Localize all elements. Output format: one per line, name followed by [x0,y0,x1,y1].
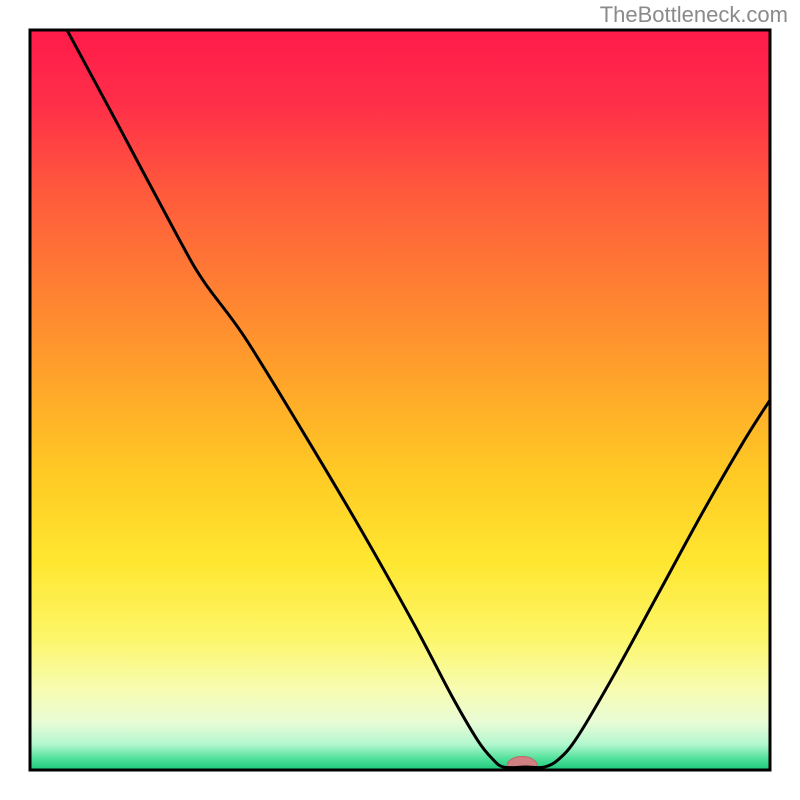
bottleneck-chart [0,0,800,800]
gradient-background [30,30,770,770]
chart-container: TheBottleneck.com [0,0,800,800]
watermark-text: TheBottleneck.com [600,2,788,28]
optimal-marker [507,757,537,775]
